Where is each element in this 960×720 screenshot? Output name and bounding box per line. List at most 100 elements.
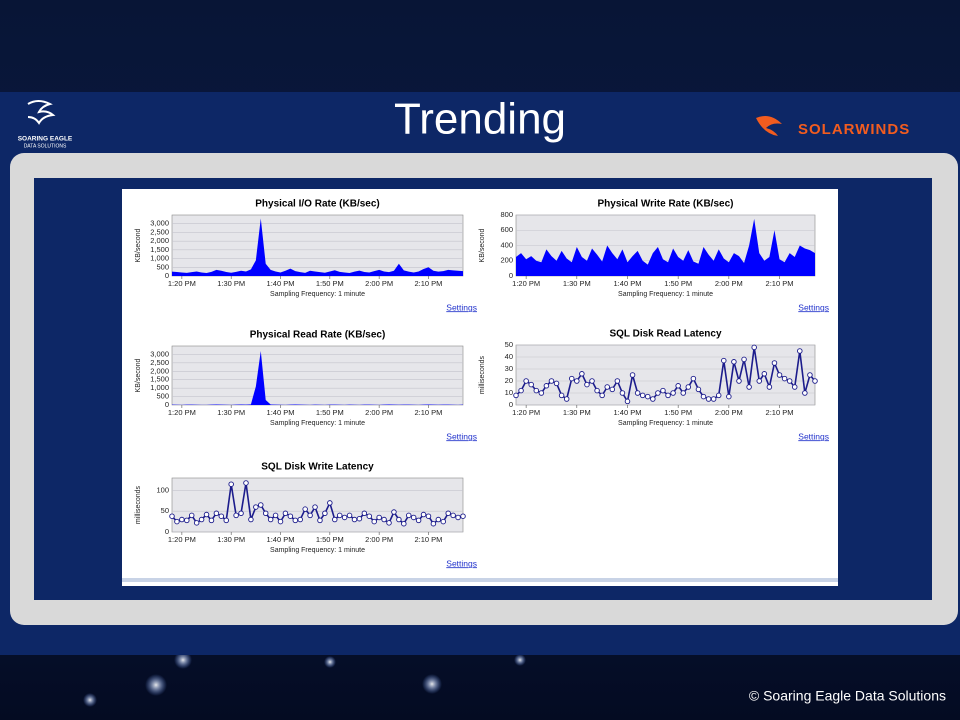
- point: [574, 378, 580, 384]
- logo-left-sub: DATA SOLUTIONS: [24, 143, 67, 149]
- point: [356, 515, 363, 522]
- point: [415, 517, 422, 524]
- settings-link[interactable]: Settings: [446, 431, 477, 441]
- settings-link[interactable]: Settings: [446, 302, 477, 312]
- chart-title: Physical Write Rate (KB/sec): [598, 199, 734, 210]
- x-tick-label: 1:30 PM: [217, 535, 245, 544]
- point: [203, 511, 210, 518]
- point: [751, 344, 757, 351]
- y-axis-label: milliseconds: [135, 485, 142, 524]
- x-tick-label: 2:00 PM: [715, 408, 743, 417]
- point: [243, 480, 249, 486]
- x-axis-label: Sampling Frequency: 1 minute: [618, 291, 713, 298]
- y-tick-label: 50: [505, 340, 513, 349]
- y-axis-label: KB/second: [479, 228, 486, 262]
- y-axis-label: milliseconds: [479, 355, 486, 394]
- plot-area: [171, 477, 464, 533]
- logo-left: SOARING EAGLE DATA SOLUTIONS: [18, 100, 73, 149]
- chart: SQL Disk Read Latency milliseconds 0 10 20 30…: [479, 329, 829, 442]
- point: [376, 514, 382, 521]
- point: [198, 516, 205, 523]
- point: [619, 390, 626, 396]
- chart: SQL Disk Write Latency milliseconds 0 50 100…: [135, 462, 477, 569]
- x-axis-label: Sampling Frequency: 1 minute: [270, 291, 365, 298]
- point: [248, 516, 254, 523]
- point: [690, 375, 697, 382]
- point: [282, 510, 289, 517]
- point: [272, 512, 279, 519]
- logo-left-name: SOARING EAGLE: [18, 136, 73, 143]
- point: [297, 516, 303, 523]
- point: [450, 512, 456, 519]
- y-tick-label: 2,500: [150, 358, 169, 367]
- x-axis-label: Sampling Frequency: 1 minute: [270, 420, 365, 427]
- point: [327, 500, 333, 506]
- point: [543, 383, 550, 389]
- settings-link[interactable]: Settings: [798, 302, 829, 312]
- x-tick-label: 1:40 PM: [614, 408, 642, 417]
- y-tick-label: 0: [165, 271, 169, 280]
- point: [776, 372, 783, 378]
- point: [262, 510, 269, 517]
- y-tick-label: 1,500: [150, 375, 169, 384]
- y-tick-label: 1,500: [150, 245, 169, 254]
- point: [238, 510, 244, 517]
- y-tick-label: 500: [156, 392, 169, 401]
- y-tick-label: 0: [509, 271, 513, 280]
- point: [710, 396, 717, 402]
- point: [445, 510, 451, 517]
- point: [705, 396, 712, 402]
- x-tick-label: 1:40 PM: [267, 279, 295, 288]
- point: [193, 520, 200, 526]
- x-tick-label: 1:30 PM: [217, 408, 245, 417]
- point: [523, 378, 529, 384]
- x-tick-label: 2:10 PM: [415, 535, 443, 544]
- point: [629, 372, 636, 378]
- y-tick-label: 3,000: [150, 219, 169, 228]
- chart: Physical Read Rate (KB/sec) KB/second 0500…: [135, 330, 477, 442]
- point: [218, 513, 225, 519]
- point: [741, 356, 747, 363]
- settings-link[interactable]: Settings: [798, 431, 829, 441]
- point: [680, 390, 686, 396]
- point: [267, 516, 274, 523]
- point: [731, 359, 737, 365]
- point: [440, 518, 447, 525]
- y-tick-label: 0: [165, 527, 169, 536]
- point: [366, 513, 373, 519]
- x-tick-label: 1:50 PM: [316, 279, 344, 288]
- point: [548, 378, 555, 384]
- point: [258, 502, 264, 508]
- chart-title: SQL Disk Read Latency: [609, 329, 722, 340]
- point: [604, 384, 610, 390]
- point: [341, 514, 348, 521]
- point: [579, 371, 585, 377]
- point: [645, 393, 651, 400]
- point: [584, 381, 590, 388]
- x-tick-label: 2:10 PM: [766, 408, 794, 417]
- point: [781, 375, 788, 382]
- point: [188, 512, 195, 519]
- x-tick-label: 1:40 PM: [614, 279, 642, 288]
- x-axis-label: Sampling Frequency: 1 minute: [270, 547, 365, 554]
- plot-area: [171, 214, 464, 277]
- point: [736, 378, 742, 384]
- y-tick-label: 1,000: [150, 254, 169, 263]
- x-tick-label: 1:30 PM: [217, 279, 245, 288]
- point: [184, 517, 190, 524]
- point: [766, 384, 773, 390]
- point: [568, 375, 575, 382]
- settings-link[interactable]: Settings: [446, 558, 477, 568]
- x-tick-label: 2:00 PM: [365, 535, 393, 544]
- x-tick-label: 2:00 PM: [365, 408, 393, 417]
- x-tick-label: 1:20 PM: [512, 279, 540, 288]
- area: [516, 218, 815, 276]
- y-tick-label: 200: [500, 256, 513, 265]
- point: [807, 372, 813, 378]
- point: [410, 514, 417, 521]
- y-tick-label: 2,000: [150, 366, 169, 375]
- point: [213, 510, 220, 517]
- point: [594, 387, 600, 394]
